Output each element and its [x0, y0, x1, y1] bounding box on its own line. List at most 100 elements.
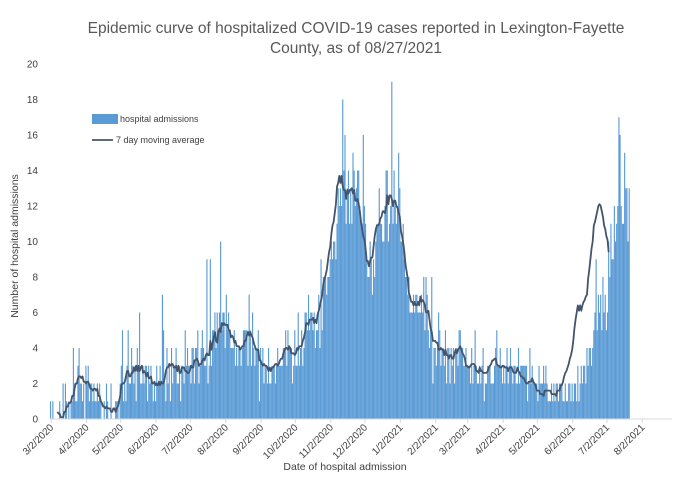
admission-bar	[141, 383, 143, 419]
admission-bar	[218, 312, 221, 419]
admission-bar	[390, 206, 392, 419]
admission-bar	[270, 383, 272, 419]
admission-bar	[273, 365, 275, 419]
y-tick-label: 18	[27, 95, 39, 106]
y-tick-label: 10	[27, 237, 39, 248]
admission-bar	[476, 383, 478, 419]
admission-bar	[70, 401, 72, 419]
admission-bar	[393, 170, 395, 419]
admission-bar	[315, 330, 318, 419]
admission-bar	[83, 383, 85, 419]
admission-bar	[175, 348, 177, 419]
admission-bar	[521, 365, 523, 419]
x-tick-label: 2/2/2021	[406, 422, 442, 458]
admission-bar	[427, 330, 429, 419]
admission-bar	[388, 223, 391, 419]
admission-bar	[166, 348, 168, 419]
admission-bar	[135, 401, 137, 419]
admission-bar	[628, 188, 630, 419]
admission-bar	[569, 383, 571, 419]
admission-bar	[601, 330, 603, 419]
admission-bar	[483, 401, 485, 419]
admission-bar	[527, 401, 529, 419]
admission-bar	[327, 277, 329, 419]
admission-bar	[517, 348, 520, 419]
admission-bar	[136, 348, 138, 419]
admission-bar	[334, 241, 336, 419]
legend: hospital admissions 7 day moving average	[92, 114, 205, 145]
admission-bar	[473, 365, 475, 419]
admission-bar	[237, 365, 239, 419]
admission-bar	[377, 223, 379, 419]
admission-bar	[155, 401, 157, 419]
admission-bar	[134, 365, 136, 419]
admission-bar	[368, 277, 370, 419]
admission-bar	[246, 330, 248, 419]
x-tick-label: 7/2/2020	[160, 422, 196, 458]
admission-bar	[488, 365, 490, 419]
admission-bar	[613, 206, 615, 419]
admission-bar	[87, 365, 89, 419]
admission-bar	[385, 170, 387, 419]
x-tick-label: 9/2/2020	[231, 422, 267, 458]
admission-bar	[304, 312, 306, 419]
admission-bar	[172, 383, 174, 419]
admission-bar	[347, 170, 350, 419]
admission-bar	[105, 383, 108, 419]
admission-bar	[125, 401, 127, 419]
admission-bar	[62, 383, 64, 419]
legend-bar-label: hospital admissions	[120, 114, 199, 124]
admission-bar	[196, 348, 198, 419]
admission-bar	[618, 117, 620, 419]
admission-bar	[80, 383, 82, 419]
admission-bar	[589, 348, 591, 419]
admission-bar	[197, 330, 199, 419]
admission-bar	[465, 348, 467, 419]
y-tick-label: 16	[27, 131, 39, 142]
legend-bar-swatch	[92, 114, 118, 124]
admission-bar	[249, 330, 251, 419]
y-axis-ticks: 0 2 4 6 8 10 12 14 16 18 20	[27, 60, 39, 426]
admission-bar	[142, 365, 144, 419]
admission-bar	[287, 330, 289, 419]
admission-bar	[540, 383, 542, 419]
chart-title-line-1: Epidemic curve of hospitalized COVID-19 …	[88, 20, 625, 37]
admission-bar	[264, 365, 266, 419]
admission-bar	[314, 348, 316, 419]
admission-bar	[556, 383, 558, 419]
admission-bar	[604, 294, 606, 419]
admission-bar	[443, 365, 445, 419]
admission-bar	[584, 365, 586, 419]
admission-bar	[76, 401, 78, 419]
admission-bar	[573, 383, 575, 419]
admission-bar	[248, 294, 250, 419]
admission-bar	[121, 330, 124, 419]
admission-bar	[328, 277, 330, 419]
admission-bar	[440, 365, 442, 419]
admission-bar	[207, 383, 209, 419]
admission-bar	[323, 277, 326, 419]
x-tick-label: 8/2/2020	[196, 422, 232, 458]
admission-bar	[152, 401, 154, 419]
admission-bar	[180, 401, 182, 419]
admission-bar	[350, 188, 352, 419]
admission-bar	[277, 348, 279, 419]
admission-bar	[408, 277, 410, 419]
admission-bar	[194, 348, 197, 419]
admission-bar	[253, 348, 255, 419]
admission-bar	[611, 259, 613, 419]
admission-bar	[472, 383, 474, 419]
admission-bar	[441, 348, 443, 419]
admission-bar	[600, 294, 602, 419]
admission-bar	[563, 401, 565, 419]
admission-bar	[516, 383, 518, 419]
admission-bar	[238, 348, 240, 419]
admission-bar	[371, 294, 373, 419]
admission-bar	[68, 401, 70, 419]
admission-bar	[610, 223, 612, 419]
admission-bar	[367, 277, 369, 419]
admission-bar	[395, 223, 397, 419]
admission-bar	[553, 383, 555, 419]
admission-bar	[482, 348, 484, 419]
